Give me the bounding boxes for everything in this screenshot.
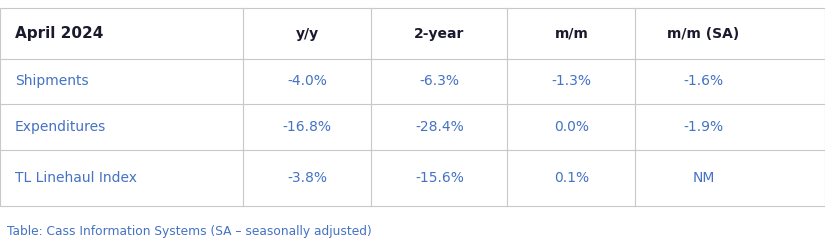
Text: m/m (SA): m/m (SA) [667,27,739,40]
Text: -1.9%: -1.9% [683,120,724,134]
Text: April 2024: April 2024 [15,26,103,41]
Text: m/m: m/m [554,27,588,40]
Bar [0,8,825,206]
Text: -16.8%: -16.8% [283,120,332,134]
Text: TL Linehaul Index: TL Linehaul Index [15,171,137,185]
Text: -28.4%: -28.4% [415,120,464,134]
Text: Expenditures: Expenditures [15,120,106,134]
Text: 0.0%: 0.0% [554,120,589,134]
Text: Table: Cass Information Systems (SA – seasonally adjusted): Table: Cass Information Systems (SA – se… [7,225,371,238]
Text: Shipments: Shipments [15,74,88,88]
Text: 0.1%: 0.1% [554,171,589,185]
Text: -1.6%: -1.6% [683,74,724,88]
Text: 2-year: 2-year [414,27,464,40]
Text: -15.6%: -15.6% [415,171,464,185]
Text: -3.8%: -3.8% [287,171,328,185]
Text: -4.0%: -4.0% [287,74,328,88]
Text: y/y: y/y [295,27,319,40]
Text: -6.3%: -6.3% [419,74,460,88]
Text: -1.3%: -1.3% [551,74,592,88]
Text: NM: NM [692,171,714,185]
